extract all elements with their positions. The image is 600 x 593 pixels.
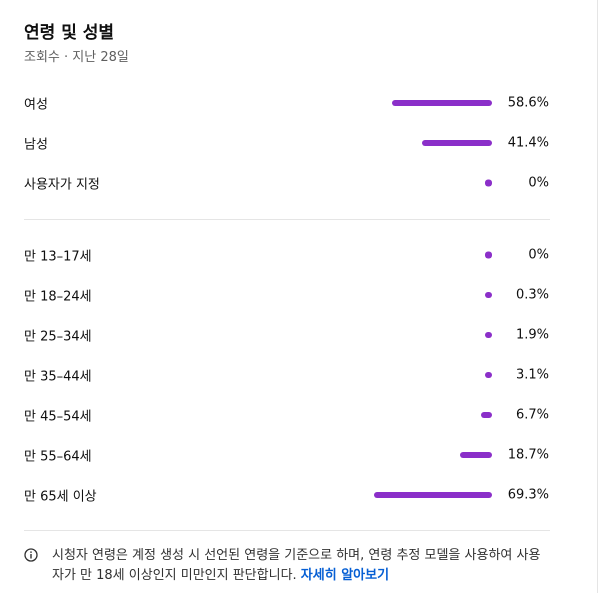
learn-more-link[interactable]: 자세히 알아보기 — [300, 568, 390, 583]
subtitle: 조회수 · 지난 28일 — [24, 50, 129, 65]
value-label: 41.4% — [507, 135, 549, 151]
row-label: 만 13–17세 — [24, 249, 92, 265]
divider — [24, 530, 550, 531]
bar — [421, 140, 492, 146]
row-label: 만 55–64세 — [24, 449, 92, 465]
value-label: 58.6% — [507, 95, 549, 111]
bar — [485, 292, 492, 298]
bar — [485, 372, 492, 378]
row-label: 만 65세 이상 — [24, 489, 97, 505]
row-label: 남성 — [24, 137, 48, 153]
row-label: 사용자가 지정 — [24, 177, 100, 193]
bar — [460, 452, 492, 458]
row-label: 여성 — [24, 97, 48, 113]
value-label: 0% — [528, 247, 549, 263]
row-label: 만 18–24세 — [24, 289, 92, 305]
bar — [392, 100, 492, 106]
value-label: 18.7% — [507, 447, 549, 463]
row-label: 만 45–54세 — [24, 409, 92, 425]
value-label: 3.1% — [515, 367, 549, 383]
value-label: 69.3% — [507, 487, 549, 503]
value-label: 1.9% — [515, 327, 549, 343]
note-text: 시청자 연령은 계정 생성 시 선언된 연령을 기준으로 하며, 연령 추정 모… — [52, 548, 541, 583]
value-label: 0.3% — [515, 287, 549, 303]
row-label: 만 25–34세 — [24, 329, 92, 345]
divider — [24, 219, 550, 220]
value-label: 6.7% — [515, 407, 549, 423]
bar — [480, 412, 492, 418]
row-label: 만 35–44세 — [24, 369, 92, 385]
bar — [485, 251, 492, 259]
bar — [485, 332, 492, 338]
bar — [374, 492, 492, 498]
bar — [485, 179, 492, 187]
info-icon — [24, 548, 38, 562]
value-label: 0% — [528, 175, 549, 191]
note: 시청자 연령은 계정 생성 시 선언된 연령을 기준으로 하며, 연령 추정 모… — [52, 546, 552, 586]
title: 연령 및 성별 — [24, 23, 115, 43]
